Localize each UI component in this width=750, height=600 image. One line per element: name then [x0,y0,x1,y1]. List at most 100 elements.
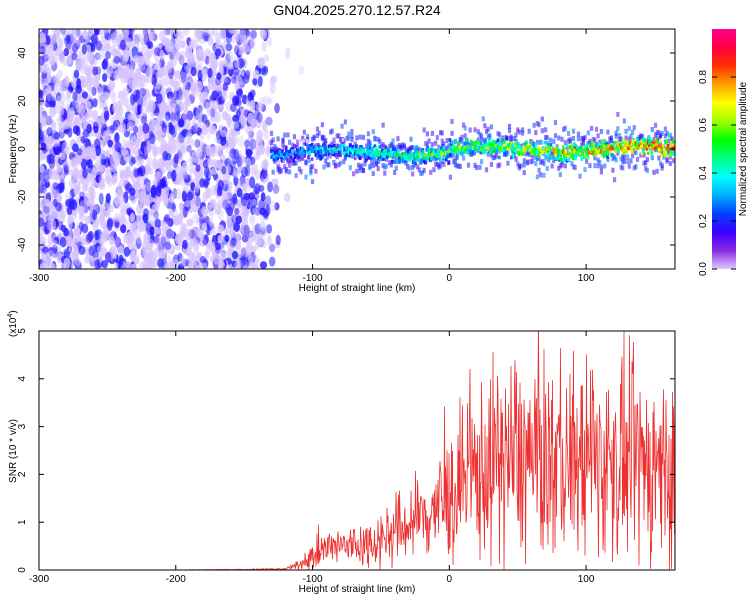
noise-cell [140,141,148,154]
noise-cell [211,90,219,102]
noise-cell [166,91,174,100]
noise-cell [123,246,131,257]
noise-cell [249,251,256,263]
noise-cell [116,184,123,193]
noise-cell [194,264,201,269]
signal-cell [499,148,502,153]
noise-cell [93,122,99,134]
signal-halo-cell [345,135,349,141]
signal-halo-cell [361,167,366,173]
noise-cell [165,87,173,96]
noise-cell [140,97,147,107]
signal-halo-cell [292,160,297,166]
noise-cell [111,175,117,185]
signal-cell [408,155,411,160]
signal-halo-cell [457,142,461,148]
noise-cell [160,139,168,151]
noise-cell [122,87,130,96]
noise-cell [66,55,72,65]
noise-cell [67,29,74,36]
signal-halo-cell [593,155,597,161]
signal-cell [321,153,325,158]
noise-cell [177,118,185,128]
signal-halo-cell [411,171,415,177]
signal-halo-cell [596,163,600,169]
signal-halo-cell [402,143,407,149]
signal-cell [505,150,508,154]
signal-halo-cell [378,138,382,144]
signal-halo-cell [460,138,464,144]
signal-cell [582,155,586,160]
signal-halo-cell [658,160,663,166]
signal-cell [451,140,454,144]
signal-halo-cell [291,142,295,148]
noise-cell [96,215,104,225]
noise-cell [66,216,74,225]
signal-cell [456,154,459,158]
noise-cell [257,102,264,112]
noise-cell [210,29,215,37]
signal-halo-cell [558,172,562,178]
signal-halo-cell [637,136,641,142]
noise-cell [265,116,273,126]
signal-halo-cell [496,163,500,169]
signal-cell [395,154,399,158]
noise-cell [104,42,111,52]
snr-multiplier-base: (x10 [8,317,19,337]
signal-halo-cell [394,165,398,171]
noise-cell [199,230,205,242]
noise-cell [145,184,151,195]
noise-cell [233,261,241,269]
noise-cell [202,34,208,43]
signal-halo-cell [315,126,320,132]
y-tick-label: 3 [17,423,28,429]
noise-cell [76,221,82,234]
signal-halo-cell [281,142,285,148]
noise-cell [150,186,157,198]
signal-halo-cell [463,125,467,131]
signal-cell [362,149,366,153]
noise-cell [190,125,197,135]
noise-cell [95,40,103,51]
signal-cell [456,140,459,145]
signal-halo-cell [445,137,449,143]
noise-cell [201,68,208,77]
noise-cell [168,158,174,167]
signal-cell [335,154,339,159]
signal-halo-cell [350,133,354,139]
signal-cell [486,144,490,149]
signal-cell [401,159,405,164]
noise-cell [157,117,163,126]
signal-halo-cell [486,126,490,132]
noise-cell [46,93,53,105]
signal-halo-cell [389,162,393,168]
noise-cell [158,30,166,42]
signal-cell [329,154,332,159]
noise-cell [191,87,197,95]
signal-halo-cell [322,139,326,145]
signal-halo-cell [611,156,615,162]
colorbar-label: Normalized spectral amplitude [738,81,749,216]
signal-cell [462,148,465,152]
noise-cell [117,66,125,79]
signal-cell [635,138,639,142]
noise-cell [140,115,147,125]
signal-halo-cell [373,158,377,164]
signal-halo-cell [347,135,351,141]
noise-cell [173,163,180,172]
signal-halo-cell [614,130,618,136]
signal-cell [404,151,407,156]
noise-cell [100,207,106,219]
signal-halo-cell [470,141,474,147]
signal-halo-cell [448,174,453,180]
signal-cell [447,149,451,154]
signal-cell [305,141,309,145]
signal-cell [595,149,598,154]
noise-cell [119,172,125,180]
noise-cell [250,165,256,177]
noise-cell [91,86,97,96]
noise-cell [244,252,252,260]
noise-cell [233,221,240,232]
signal-halo-cell [427,138,431,144]
noise-cell [98,181,106,190]
